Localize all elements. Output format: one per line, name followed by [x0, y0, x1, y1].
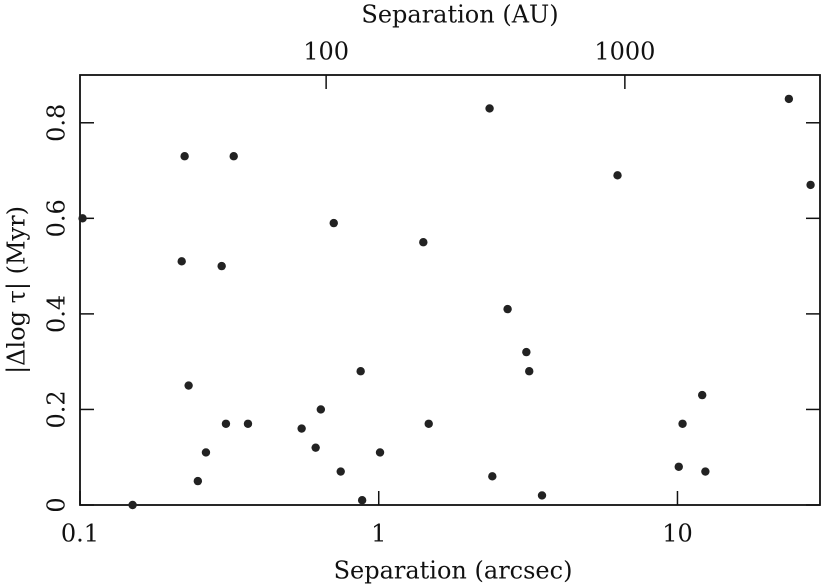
point: [525, 367, 534, 376]
point: [356, 367, 365, 376]
point: [701, 467, 710, 476]
point: [488, 472, 497, 481]
y-tick-label: 0.6: [43, 199, 71, 237]
point: [177, 257, 186, 266]
point: [522, 347, 531, 357]
point: [375, 448, 385, 457]
x-tick-label: 10: [662, 520, 693, 548]
x-tick-label: 1: [371, 520, 386, 548]
point: [193, 476, 203, 486]
point: [297, 424, 306, 433]
point: [336, 467, 345, 476]
point: [485, 104, 494, 113]
point: [184, 381, 193, 390]
point: [243, 419, 253, 428]
y-tick-label: 0: [43, 497, 71, 512]
point: [424, 419, 433, 428]
point: [806, 180, 815, 190]
point: [128, 500, 137, 510]
point: [697, 390, 707, 400]
x2-tick-label: 1000: [594, 38, 655, 66]
y-tick-label: 0.2: [43, 390, 71, 428]
point: [217, 261, 226, 271]
x-axis-label: Separation (arcsec): [334, 557, 573, 585]
point: [784, 94, 794, 104]
point: [674, 462, 683, 471]
x-tick-label: 0.1: [61, 520, 99, 548]
point: [229, 152, 238, 161]
point: [180, 152, 189, 161]
y-tick-label: 0.4: [43, 295, 71, 333]
point: [537, 491, 547, 500]
x2-tick-label: 100: [303, 38, 349, 66]
x2-axis-label: Separation (AU): [361, 1, 558, 29]
point: [419, 238, 428, 247]
point: [613, 171, 622, 180]
point: [311, 443, 320, 452]
point: [357, 496, 367, 505]
y-tick-label: 0.8: [43, 104, 71, 142]
point: [221, 419, 231, 428]
point: [329, 218, 338, 228]
point: [78, 214, 87, 223]
point: [201, 448, 211, 457]
y-axis-label: |Δlog τ| (Myr): [3, 206, 32, 374]
point: [316, 405, 326, 414]
plot-frame: [79, 74, 821, 506]
point: [678, 419, 687, 428]
point: [503, 304, 512, 314]
